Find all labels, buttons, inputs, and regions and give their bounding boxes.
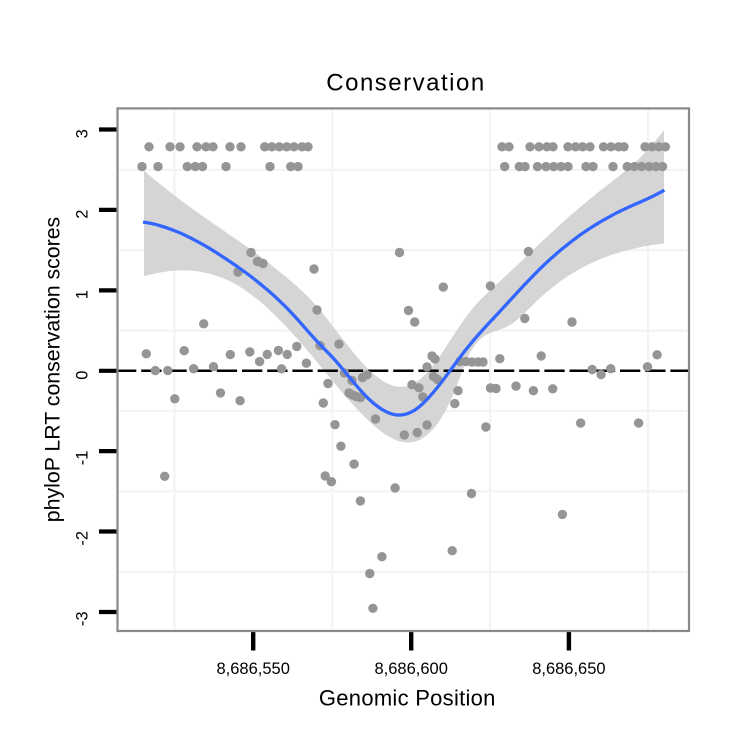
svg-text:2: 2 — [74, 210, 92, 219]
svg-text:1: 1 — [74, 290, 92, 299]
svg-text:3: 3 — [74, 129, 92, 138]
svg-text:Genomic Position: Genomic Position — [319, 686, 496, 711]
svg-text:8,686,550: 8,686,550 — [216, 660, 289, 678]
svg-text:0: 0 — [74, 371, 92, 380]
svg-text:-2: -2 — [74, 531, 92, 546]
svg-text:8,686,600: 8,686,600 — [374, 660, 447, 678]
svg-text:-3: -3 — [74, 611, 92, 626]
svg-text:Conservation: Conservation — [326, 70, 485, 97]
svg-text:8,686,650: 8,686,650 — [532, 660, 605, 678]
svg-text:phyloP LRT conservation scores: phyloP LRT conservation scores — [41, 217, 65, 522]
svg-text:-1: -1 — [74, 451, 92, 466]
